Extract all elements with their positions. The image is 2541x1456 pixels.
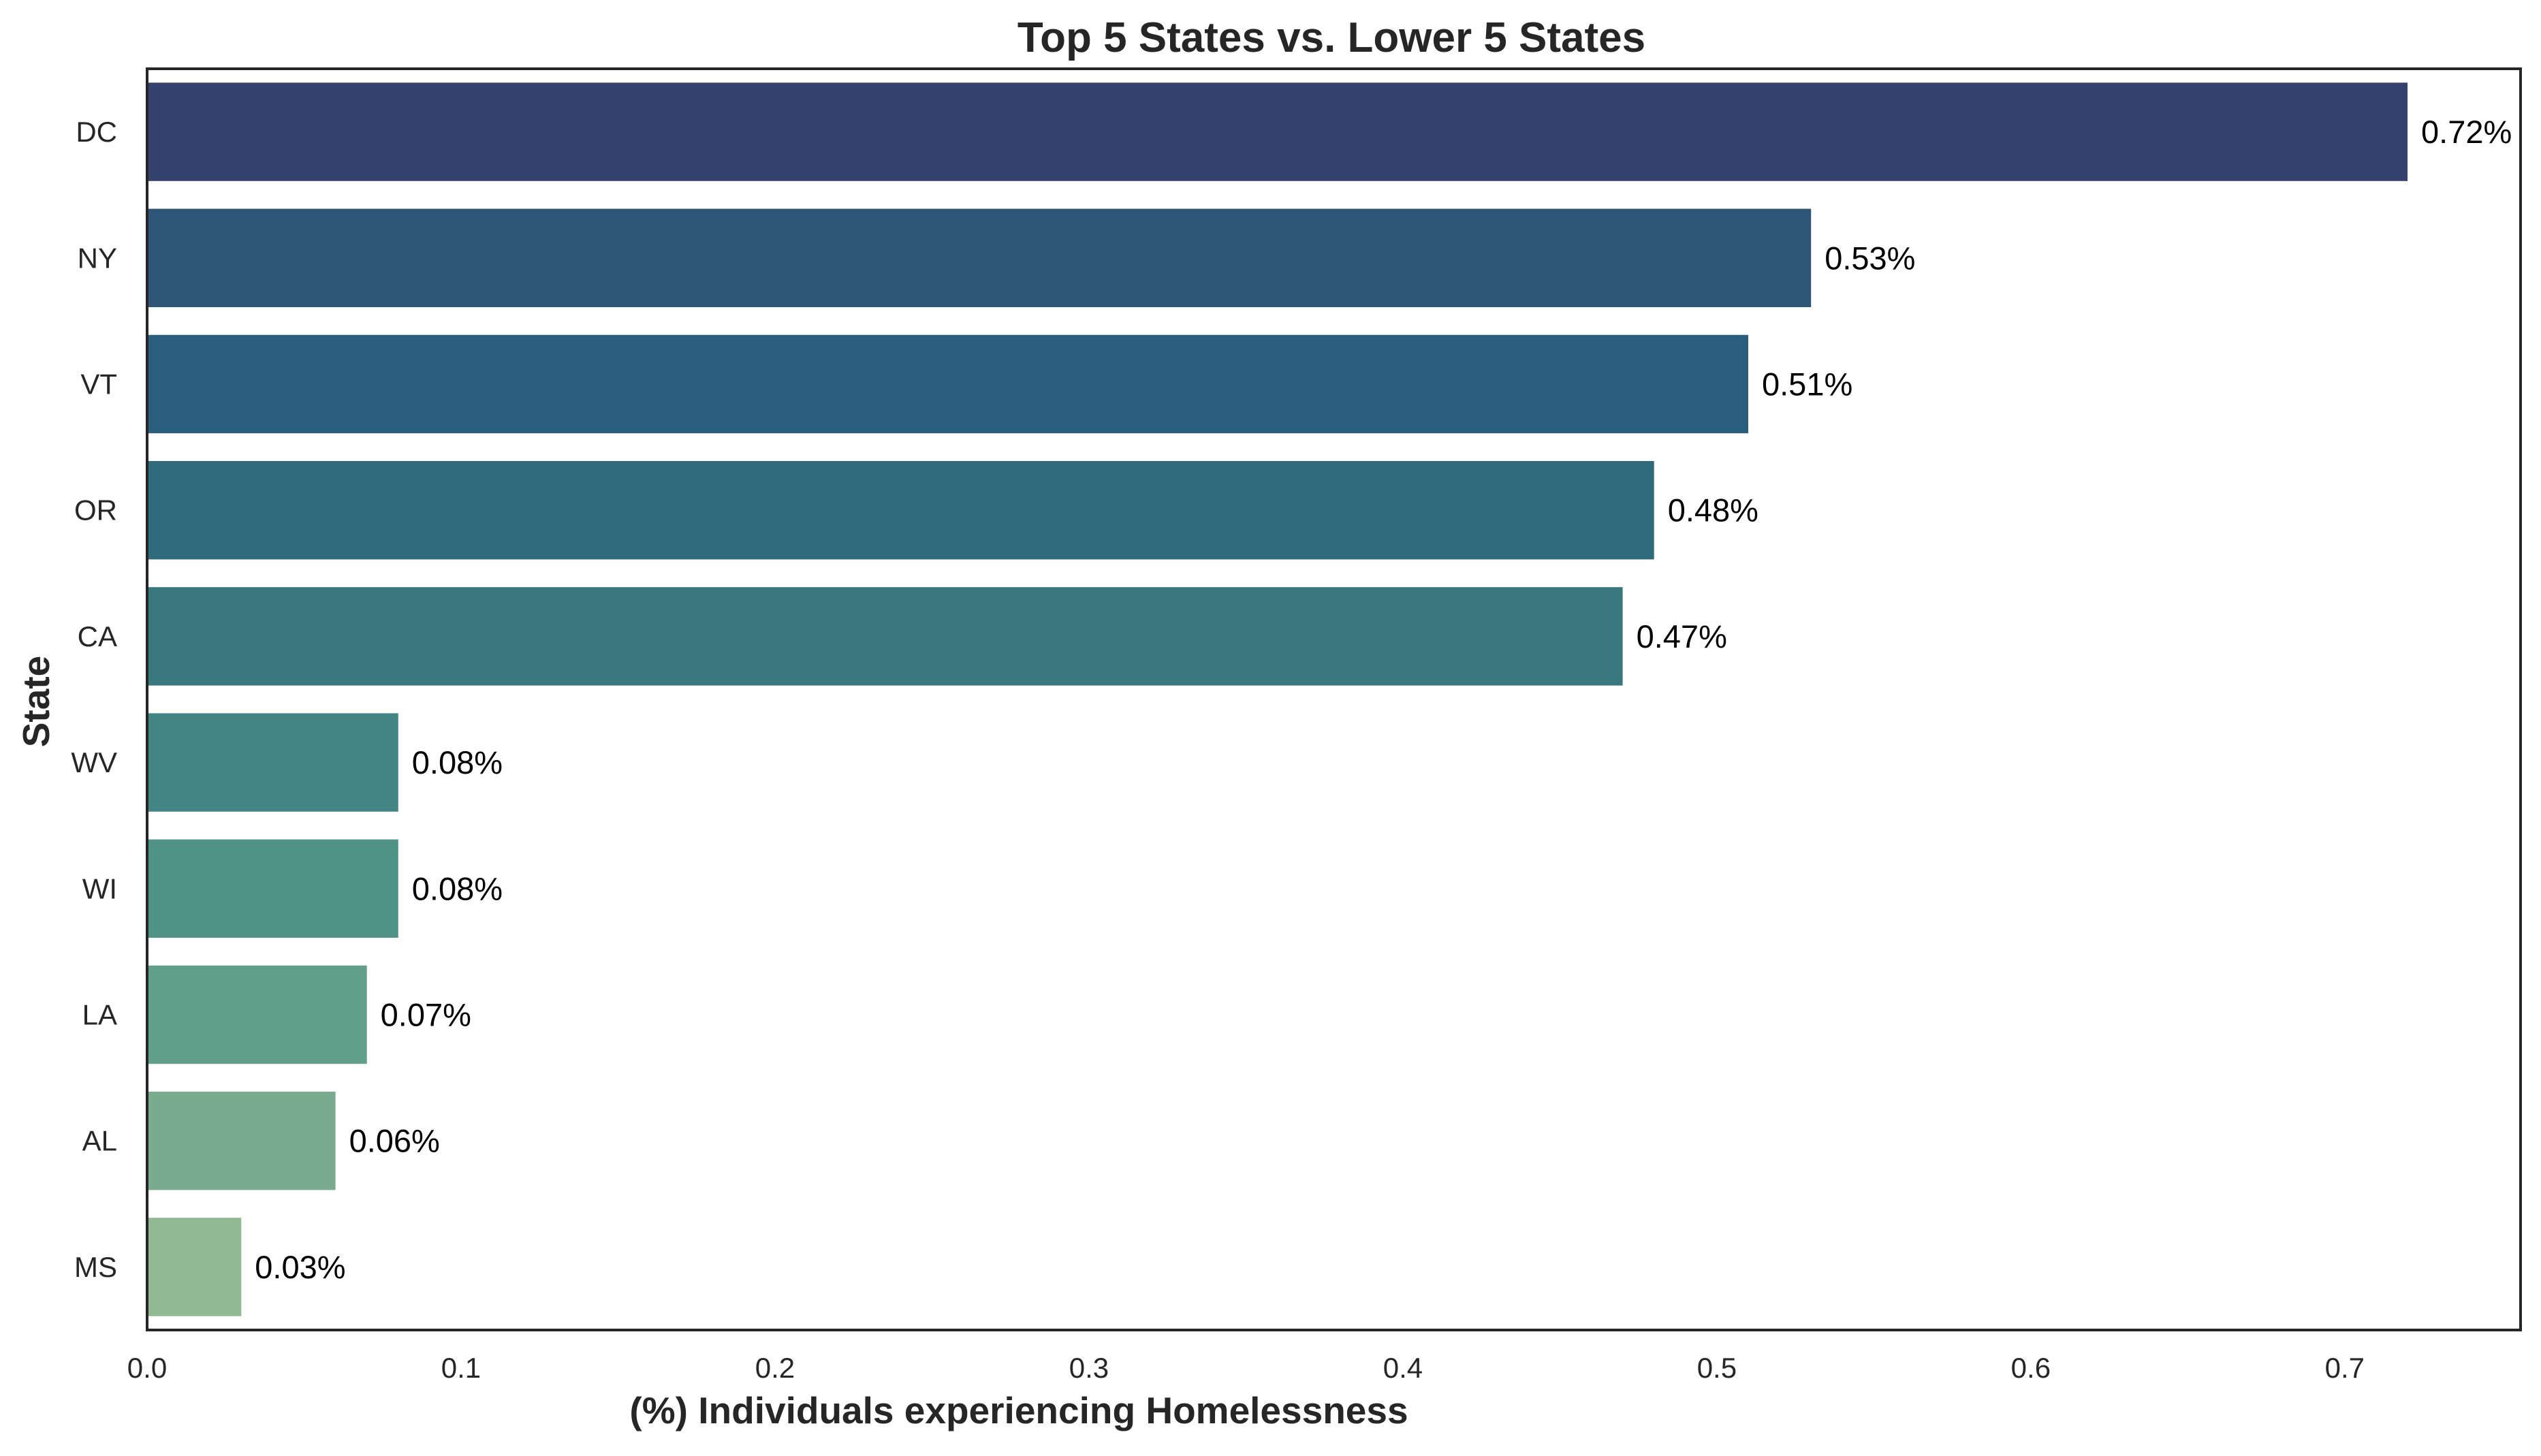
x-tick-label: 0.6 xyxy=(2011,1352,2051,1384)
x-tick-label: 0.5 xyxy=(1697,1352,1737,1384)
x-tick-label: 0.4 xyxy=(1383,1352,1423,1384)
x-tick-label: 0.3 xyxy=(1069,1352,1109,1384)
x-tick-label: 0.7 xyxy=(2325,1352,2365,1384)
data-label-dc: 0.72% xyxy=(2421,114,2512,150)
y-tick-label-dc: DC xyxy=(76,116,117,148)
data-label-ny: 0.53% xyxy=(1825,240,1915,276)
bar-or xyxy=(147,460,1654,560)
bar-vt xyxy=(147,334,1748,434)
data-labels-layer: 0.72% 0.53% 0.51% 0.48% 0.47% 0.08% 0.08% 0.07%… xyxy=(255,114,2512,1285)
data-label-al: 0.06% xyxy=(349,1123,440,1159)
bars-layer xyxy=(147,82,2408,1316)
x-axis-label: (%) Individuals experiencing Homelessnes… xyxy=(629,1389,1408,1431)
y-tick-label-al: AL xyxy=(82,1125,117,1157)
bar-ms xyxy=(147,1218,242,1316)
bar-dc xyxy=(147,82,2408,181)
data-label-ms: 0.03% xyxy=(255,1249,345,1285)
bar-ny xyxy=(147,208,1812,308)
data-label-wi: 0.08% xyxy=(412,870,503,906)
data-label-la: 0.07% xyxy=(381,997,471,1033)
y-tick-label-vt: VT xyxy=(80,368,117,400)
bar-la xyxy=(147,965,367,1064)
data-label-vt: 0.51% xyxy=(1762,366,1852,402)
y-tick-label-wi: WI xyxy=(82,872,117,904)
chart-title: Top 5 States vs. Lower 5 States xyxy=(1017,14,1645,61)
bar-wv xyxy=(147,713,398,812)
x-tick-label: 0.1 xyxy=(441,1352,481,1384)
x-axis-ticks: 0.0 0.1 0.2 0.3 0.4 0.5 0.6 0.7 xyxy=(127,1352,2365,1384)
data-label-wv: 0.08% xyxy=(412,744,503,780)
bar-al xyxy=(147,1091,336,1190)
y-tick-label-ca: CA xyxy=(78,620,117,652)
y-tick-label-ny: NY xyxy=(78,242,117,274)
bar-ca xyxy=(147,587,1623,686)
data-label-ca: 0.47% xyxy=(1637,618,1727,654)
y-tick-label-ms: MS xyxy=(74,1251,117,1283)
y-tick-label-wv: WV xyxy=(71,746,117,778)
y-axis-label: State xyxy=(15,656,57,748)
data-label-or: 0.48% xyxy=(1668,492,1758,528)
y-tick-label-la: LA xyxy=(82,999,117,1031)
x-tick-label: 0.2 xyxy=(755,1352,795,1384)
y-tick-label-or: OR xyxy=(74,494,117,526)
y-axis-ticks: DC NY VT OR CA WV WI LA AL MS xyxy=(71,116,117,1283)
bar-wi xyxy=(147,839,398,938)
x-tick-label: 0.0 xyxy=(127,1352,167,1384)
plot-area-frame xyxy=(146,67,2522,1331)
